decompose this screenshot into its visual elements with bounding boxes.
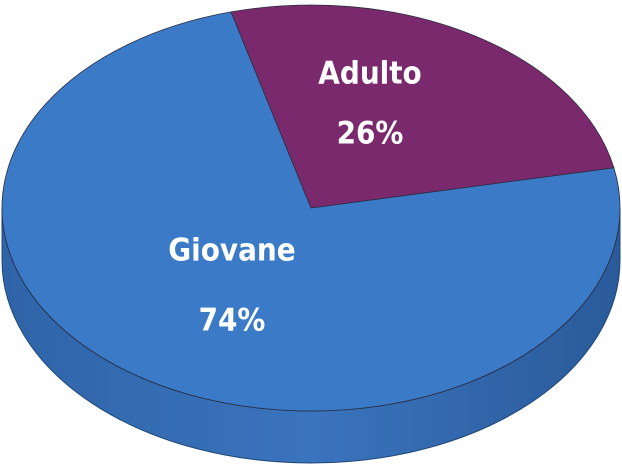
slice-value-label: 74% — [199, 303, 266, 339]
slice-label: Adulto — [318, 56, 421, 92]
pie: Adulto 26% Giovane 74% — [1, 4, 621, 464]
slice-label: Giovane — [168, 233, 295, 269]
pie-slice — [1, 11, 621, 412]
slice-value-label: 26% — [337, 116, 404, 152]
pie-slice — [230, 4, 615, 209]
